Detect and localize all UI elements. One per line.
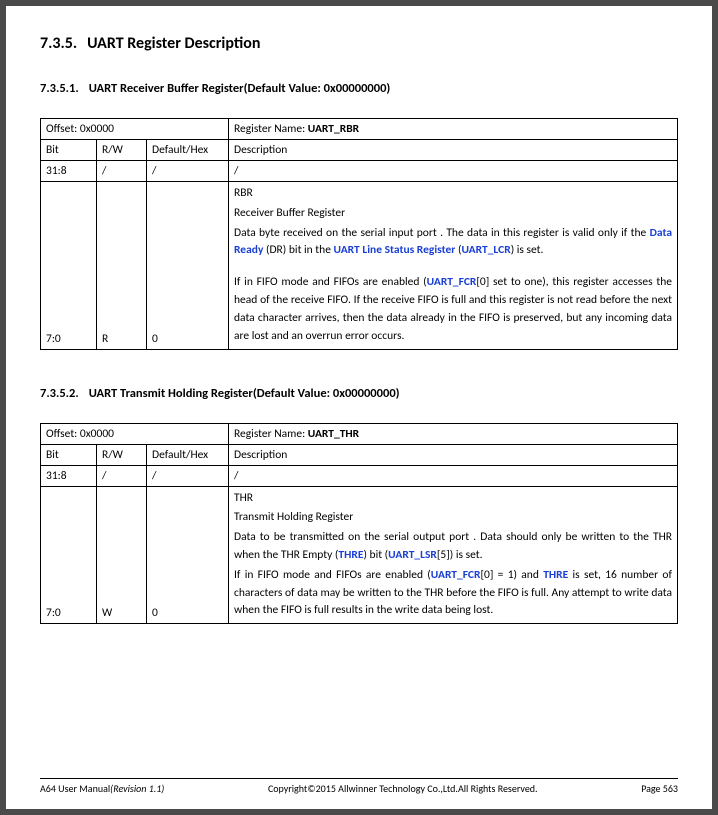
col-header-default: Default/Hex: [147, 140, 229, 161]
table-row: Bit R/W Default/Hex Description: [41, 140, 678, 161]
desc-paragraph: Data byte received on the serial input p…: [234, 225, 672, 261]
desc-line: RBR: [234, 185, 672, 203]
regname-value: UART_THR: [308, 427, 359, 441]
description-body: THR Transmit Holding Register Data to be…: [234, 490, 672, 621]
link-uart-lcr[interactable]: UART_LCR: [461, 243, 510, 257]
link-uart-fcr[interactable]: UART_FCR: [427, 275, 477, 289]
col-header-bit: Bit: [41, 444, 97, 465]
link-uart-fcr[interactable]: UART_FCR: [431, 568, 481, 582]
register-table-rbr: Offset: 0x0000 Register Name: UART_RBR B…: [40, 118, 678, 350]
link-thre[interactable]: THRE: [338, 548, 363, 562]
footer-page: Page 563: [641, 782, 678, 795]
cell-bit: 7:0: [41, 486, 97, 624]
cell-rw: /: [97, 465, 147, 486]
regname-label: Register Name:: [234, 122, 308, 136]
col-header-desc: Description: [229, 444, 678, 465]
table-row: Offset: 0x0000 Register Name: UART_THR: [41, 423, 678, 444]
cell-desc: /: [229, 161, 678, 182]
subsection-heading: 7.3.5.1. UART Receiver Buffer Register(De…: [40, 81, 678, 96]
col-header-bit: Bit: [41, 140, 97, 161]
subsection-number: 7.3.5.1.: [40, 81, 79, 96]
desc-line: Receiver Buffer Register: [234, 205, 672, 223]
col-header-rw: R/W: [97, 140, 147, 161]
cell-default: 0: [147, 182, 229, 350]
regname-cell: Register Name: UART_RBR: [229, 119, 678, 140]
subsection-title: UART Transmit Holding Register(Default V…: [89, 386, 400, 401]
cell-default: /: [147, 465, 229, 486]
table-row: Offset: 0x0000 Register Name: UART_RBR: [41, 119, 678, 140]
cell-rw: /: [97, 161, 147, 182]
page: 7.3.5. UART Register Description 7.3.5.1.…: [6, 6, 712, 809]
footer-doc: A64 User Manual(Revision 1.1): [40, 782, 164, 795]
cell-rw: R: [97, 182, 147, 350]
section-number: 7.3.5.: [40, 34, 77, 53]
table-row: 31:8 / / /: [41, 161, 678, 182]
page-background: 7.3.5. UART Register Description 7.3.5.1.…: [0, 0, 718, 815]
offset-cell: Offset: 0x0000: [41, 423, 229, 444]
link-uart-line-status-register[interactable]: UART Line Status Register: [334, 243, 456, 257]
cell-rw: W: [97, 486, 147, 624]
desc-line: Transmit Holding Register: [234, 509, 672, 527]
cell-desc: /: [229, 465, 678, 486]
section-title: UART Register Description: [87, 34, 260, 53]
cell-bit: 7:0: [41, 182, 97, 350]
subsection-number: 7.3.5.2.: [40, 386, 79, 401]
page-content: 7.3.5. UART Register Description 7.3.5.1.…: [40, 34, 678, 778]
regname-cell: Register Name: UART_THR: [229, 423, 678, 444]
register-table-thr: Offset: 0x0000 Register Name: UART_THR B…: [40, 423, 678, 625]
cell-default: /: [147, 161, 229, 182]
page-footer: A64 User Manual(Revision 1.1) Copyright©…: [40, 778, 678, 795]
regname-value: UART_RBR: [308, 122, 359, 136]
paragraph-gap: [234, 260, 672, 274]
footer-revision: (Revision 1.1): [110, 782, 164, 795]
table-row: 7:0 W 0 THR Transmit Holding Register Da…: [41, 486, 678, 624]
offset-cell: Offset: 0x0000: [41, 119, 229, 140]
footer-docname: A64 User Manual: [40, 782, 110, 795]
table-row: Bit R/W Default/Hex Description: [41, 444, 678, 465]
link-thre[interactable]: THRE: [543, 568, 568, 582]
desc-paragraph: If in FIFO mode and FIFOs are enabled (U…: [234, 567, 672, 620]
cell-default: 0: [147, 486, 229, 624]
description-body: RBR Receiver Buffer Register Data byte r…: [234, 185, 672, 346]
desc-line: THR: [234, 490, 672, 508]
cell-bit: 31:8: [41, 465, 97, 486]
cell-desc: THR Transmit Holding Register Data to be…: [229, 486, 678, 624]
link-uart-lsr[interactable]: UART_LSR: [388, 548, 437, 562]
cell-bit: 31:8: [41, 161, 97, 182]
col-header-desc: Description: [229, 140, 678, 161]
col-header-default: Default/Hex: [147, 444, 229, 465]
desc-paragraph: Data to be transmitted on the serial out…: [234, 529, 672, 565]
regname-label: Register Name:: [234, 427, 308, 441]
table-row: 7:0 R 0 RBR Receiver Buffer Register Dat…: [41, 182, 678, 350]
col-header-rw: R/W: [97, 444, 147, 465]
section-heading: 7.3.5. UART Register Description: [40, 34, 678, 53]
subsection-heading: 7.3.5.2. UART Transmit Holding Register(D…: [40, 386, 678, 401]
desc-paragraph: If in FIFO mode and FIFOs are enabled (U…: [234, 274, 672, 345]
footer-copyright: Copyright©2015 Allwinner Technology Co.,…: [164, 782, 641, 795]
cell-desc: RBR Receiver Buffer Register Data byte r…: [229, 182, 678, 350]
table-row: 31:8 / / /: [41, 465, 678, 486]
subsection-title: UART Receiver Buffer Register(Default Va…: [89, 81, 391, 96]
